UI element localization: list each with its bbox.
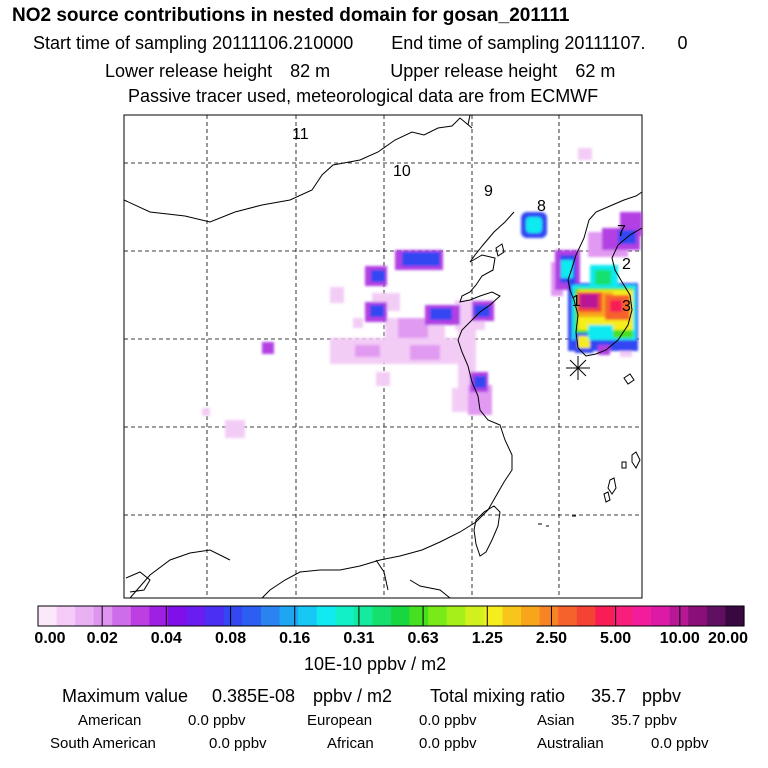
sampling-time-line: Start time of sampling 20111106.210000 E… [33,33,688,54]
colorbar-swatch [521,606,541,626]
colorbar-swatch [372,606,392,626]
map-label-1: 1 [572,293,581,310]
map-label-10: 10 [393,163,411,180]
region-european-value: 0.0 ppbv [419,712,477,729]
total-units: ppbv [642,686,682,706]
max-label: Maximum value [62,686,189,706]
region-african-value: 0.0 ppbv [419,735,477,752]
colorbar-tick-label: 2.50 [535,630,568,647]
colorbar-swatch [38,606,58,626]
colorbar-swatch [130,606,151,626]
region-south-american-value: 0.0 ppbv [209,735,267,752]
map-label-9: 9 [484,183,493,200]
colorbar-swatch [335,606,355,626]
colorbar-tick-label: 0.00 [34,630,66,647]
map-label-2: 2 [622,256,631,273]
max-value: 0.385E-08 [212,686,296,706]
region-australian-label: Australian [537,735,604,752]
start-time-value: 20111106.210000 [212,33,354,53]
colorbar-swatch [539,606,559,626]
colorbar-tick-label: 0.31 [343,630,375,647]
end-time-label: End time of sampling [391,33,560,53]
tracer-note: Passive tracer used, meteorological data… [128,86,599,106]
end-time-suffix: 0 [677,33,688,53]
colorbar-swatch [558,606,578,626]
colorbar-tick-label: 1.25 [471,630,503,647]
colorbar-tick-label: 5.00 [600,630,632,647]
upper-height-label: Upper release height [390,61,558,81]
colorbar-swatch [149,606,169,626]
colorbar-tick-label: 0.04 [150,630,182,647]
map-label-3: 3 [622,298,631,315]
total-value: 35.7 [591,686,627,706]
coastlines [123,114,643,599]
colorbar-swatch [688,606,708,626]
colorbar [38,606,745,626]
lower-height-value: 82 m [290,61,331,81]
colorbar-swatch [205,606,225,626]
colorbar-swatch [725,606,745,626]
colorbar-swatch [391,606,411,626]
upper-height-value: 62 m [575,61,616,81]
total-label: Total mixing ratio [430,686,566,706]
region-asian-value: 35.7 ppbv [611,712,677,729]
region-american-value: 0.0 ppbv [188,712,246,729]
colorbar-frame [37,605,745,627]
colorbar-swatch [242,606,262,626]
colorbar-swatch [706,606,727,626]
receptor-marker [566,356,590,380]
region-south-american-label: South American [50,735,156,752]
colorbar-tick-label: 20.00 [707,630,749,647]
colorbar-swatch [223,606,243,626]
region-european-label: European [307,712,373,729]
region-american-label: American [78,712,142,729]
colorbar-swatch [168,606,188,626]
colorbar-swatch [613,606,634,626]
colorbar-swatch [428,606,448,626]
colorbar-swatch [56,606,76,626]
map-label-11: 11 [292,126,309,143]
map-label-8: 8 [537,198,546,215]
colorbar-swatch [409,606,429,626]
start-time-label: Start time of sampling [33,33,208,53]
colorbar-swatch [279,606,299,626]
colorbar-swatch [298,606,318,626]
plume-8-core [526,217,542,233]
colorbar-swatch [465,606,485,626]
colorbar-swatch [651,606,671,626]
release-height-line: Lower release height 82 m Upper release … [105,61,615,82]
end-time-value: 20111107. [564,33,646,53]
colorbar-swatch [93,606,113,626]
map-label-7: 7 [617,223,626,240]
colorbar-swatch [502,606,522,626]
colorbar-tick-label: 0.16 [279,630,311,647]
colorbar-tick-label: 0.08 [214,630,247,647]
lower-height-label: Lower release height [105,61,273,81]
colorbar-tick-label: 0.63 [407,630,439,647]
colorbar-swatch [576,606,596,626]
max-units: ppbv / m2 [313,686,393,706]
region-asian-label: Asian [537,712,575,729]
map-grid [124,115,642,598]
region-australian-value: 0.0 ppbv [651,735,709,752]
colorbar-swatch [186,606,206,626]
plot-title: NO2 source contributions in nested domai… [12,5,570,26]
colorbar-swatch [316,606,336,626]
colorbar-swatch [483,606,504,626]
colorbar-swatch [353,606,374,626]
colorbar-swatch [112,606,132,626]
colorbar-swatch [446,606,466,626]
colorbar-tick-label: 0.02 [86,630,118,647]
colorbar-tick-label: 10.00 [659,630,700,647]
colorbar-swatch [75,606,95,626]
colorbar-swatch [260,606,281,626]
colorbar-swatch [632,606,652,626]
colorbar-swatch [669,606,689,626]
plume-korea [568,265,638,355]
colorbar-units: 10E-10 ppbv / m2 [304,654,447,674]
colorbar-swatch [595,606,615,626]
region-african-label: African [327,735,374,752]
